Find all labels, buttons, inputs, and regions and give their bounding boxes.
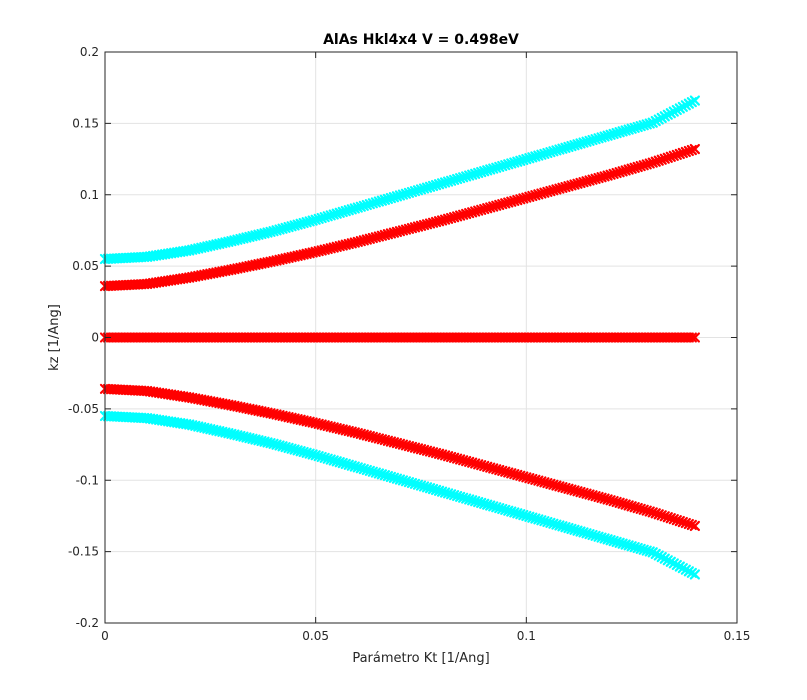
series-1 [99,95,700,265]
series-layer [99,95,700,580]
y-tick-label: -0.1 [76,473,99,487]
y-tick-label: 0 [91,331,99,345]
data-point [689,143,700,155]
data-point [689,95,700,106]
y-tick-label: -0.2 [76,616,99,630]
series-2 [99,143,700,292]
series-3 [99,332,700,343]
chart-title: AlAs Hkl4x4 V = 0.498eV [323,32,519,48]
y-axis-label: kz [1/Ang] [47,304,62,371]
y-tick-label: 0.15 [72,116,99,130]
ticks: 0 0.05 0.1 0.15 -0.2 -0.15 -0.1 -0.05 0 0.05 0.1 0.… [68,45,750,643]
y-tick-label: 0.2 [80,45,99,59]
data-point [686,332,697,343]
y-tick-label: -0.05 [68,402,99,416]
series-5 [99,410,700,580]
y-tick-label: -0.15 [68,545,99,559]
series-4 [99,383,700,532]
data-point [689,520,700,532]
x-axis-label: Parámetro Kt [1/Ang] [352,651,489,666]
data-point [689,332,700,343]
x-tick-label: 0.1 [517,629,536,643]
x-tick-label: 0.05 [302,629,329,643]
y-tick-label: 0.1 [80,188,99,202]
y-tick-label: 0.05 [72,259,99,273]
data-point [689,569,700,580]
x-tick-label: 0 [101,629,109,643]
x-tick-label: 0.15 [724,629,751,643]
